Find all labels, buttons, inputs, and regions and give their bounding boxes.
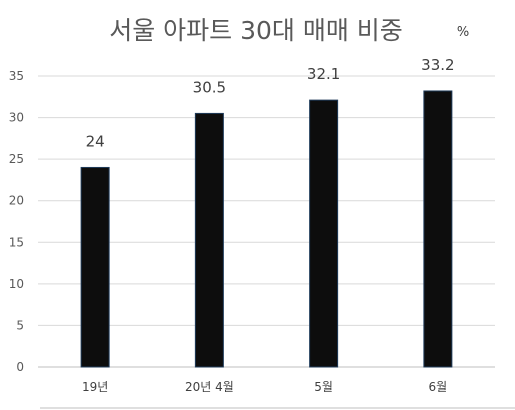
- y-axis-ticks: 0 5 10 15 20 25 30 35: [9, 69, 24, 374]
- x-tick-label: 6월: [429, 380, 448, 394]
- x-tick-label: 5월: [314, 380, 333, 394]
- bar: [80, 166, 110, 368]
- gridlines: [38, 75, 495, 368]
- y-tick-label: 0: [16, 360, 24, 374]
- data-label: 30.5: [193, 78, 226, 96]
- data-label: 33.2: [421, 56, 454, 74]
- y-tick-label: 35: [9, 69, 24, 83]
- y-tick-label: 15: [9, 235, 24, 249]
- data-label: 32.1: [307, 65, 340, 83]
- y-tick-label: 10: [9, 277, 24, 291]
- x-tick-label: 20년 4월: [185, 380, 234, 394]
- x-axis-ticks: 19년 20년 4월 5월 6월: [82, 380, 447, 394]
- bar: [423, 90, 453, 368]
- bar: [194, 112, 224, 368]
- data-label: 24: [86, 132, 105, 150]
- chart-title: 서울 아파트 30대 매매 비중: [109, 16, 403, 45]
- y-tick-label: 20: [9, 194, 24, 208]
- bars: [80, 90, 453, 368]
- unit-label: %: [457, 25, 469, 40]
- data-labels: 24 30.5 32.1 33.2: [86, 56, 455, 150]
- y-tick-label: 5: [16, 318, 24, 332]
- y-tick-label: 25: [9, 152, 24, 166]
- x-tick-label: 19년: [82, 380, 108, 394]
- bar: [309, 99, 339, 368]
- y-tick-label: 30: [9, 111, 24, 125]
